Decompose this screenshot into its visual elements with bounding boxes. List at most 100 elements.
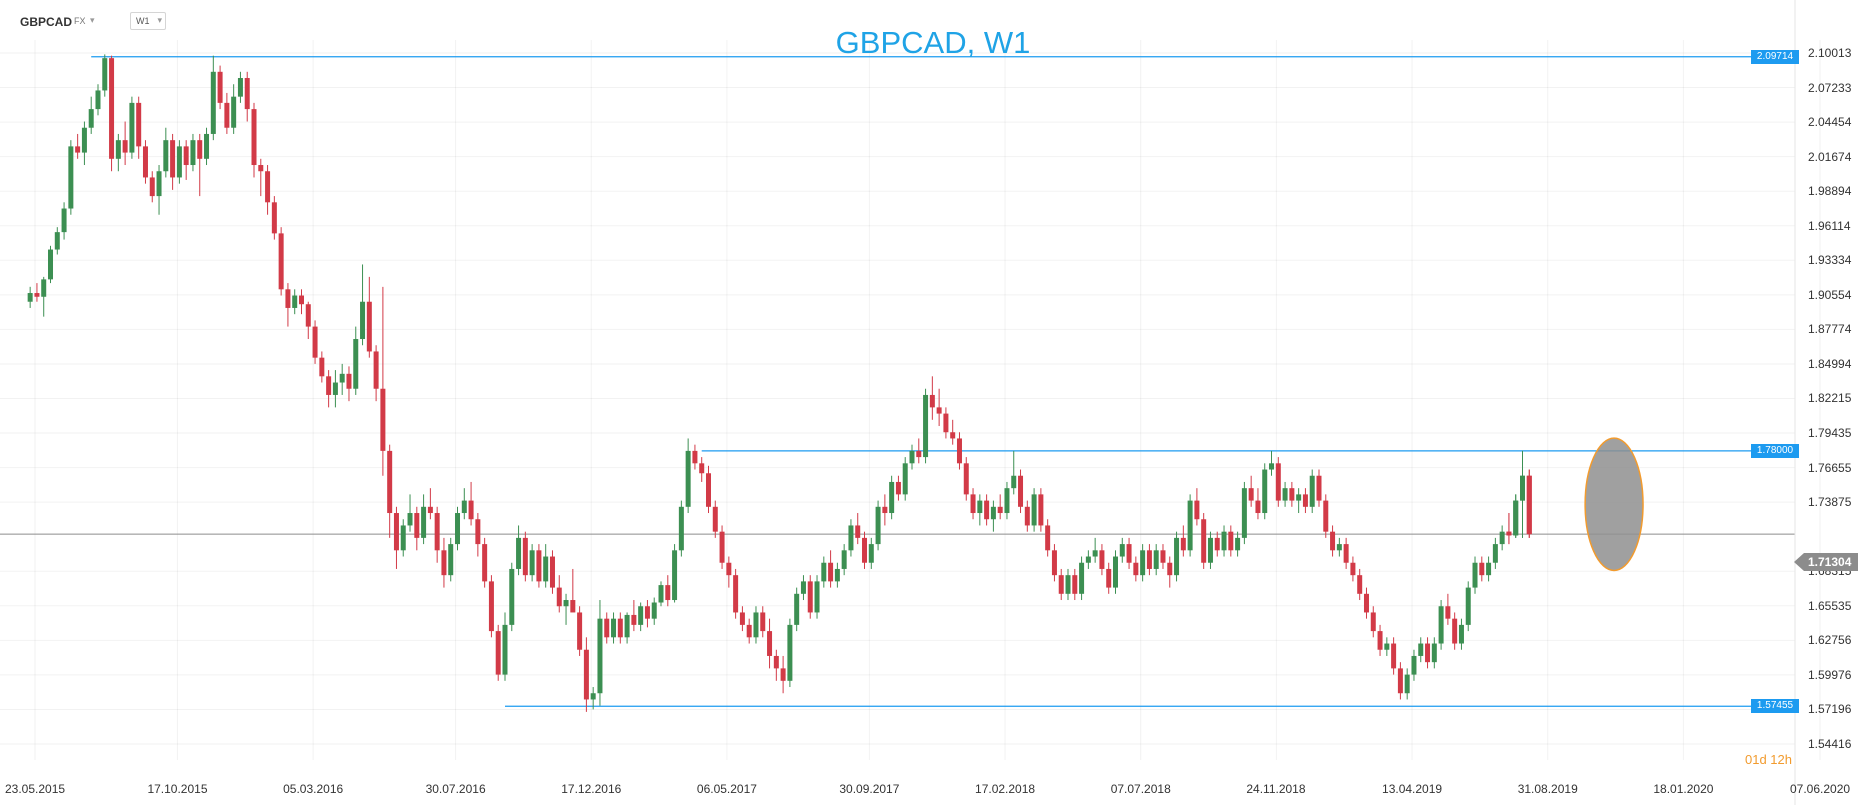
candle — [448, 537, 454, 582]
candle-body — [624, 614, 630, 638]
candle — [631, 600, 637, 632]
candle — [529, 544, 535, 582]
candle-body — [75, 146, 81, 153]
candle-body — [705, 473, 711, 507]
candle-body — [1465, 587, 1471, 625]
candle-body — [882, 506, 888, 514]
candle — [739, 606, 745, 632]
candle — [828, 550, 834, 588]
candle-body — [1269, 463, 1275, 470]
level-tag: 1.78000 — [1751, 443, 1799, 458]
candle-body — [658, 585, 664, 603]
candle-body — [875, 506, 881, 545]
candle — [1343, 537, 1349, 569]
candle — [868, 537, 874, 569]
candle — [997, 494, 1003, 520]
candle — [176, 140, 182, 184]
candle — [1085, 550, 1091, 569]
date-tick-label: 24.11.2018 — [1246, 782, 1306, 796]
candle — [956, 432, 962, 470]
candle-body — [665, 585, 671, 601]
candle — [1174, 531, 1180, 582]
candle-body — [1214, 537, 1220, 551]
candle — [807, 575, 813, 619]
candle — [658, 581, 664, 607]
candle-body — [1221, 531, 1227, 551]
candle — [1119, 537, 1125, 563]
candle-body — [597, 618, 603, 694]
candle-body — [950, 432, 956, 439]
candle-body — [461, 500, 467, 514]
candle — [380, 286, 386, 476]
candle-body — [672, 550, 678, 601]
candle-body — [651, 602, 657, 619]
candle — [1187, 494, 1193, 557]
candle-body — [360, 301, 366, 340]
candle-body — [1119, 544, 1125, 557]
candle-body — [862, 537, 868, 563]
chevron-down-icon[interactable]: ▾ — [90, 15, 95, 25]
candle — [231, 84, 237, 134]
price-tick-label: 1.76655 — [1808, 460, 1852, 475]
candle-body — [1431, 643, 1437, 663]
candle — [183, 140, 189, 180]
candle — [1011, 450, 1017, 495]
candle — [360, 264, 366, 346]
candle — [841, 544, 847, 576]
candle — [1275, 457, 1281, 507]
candle — [1018, 469, 1024, 514]
date-tick-label: 17.02.2018 — [975, 782, 1036, 796]
candle — [292, 289, 298, 315]
candle — [889, 475, 895, 520]
candle-body — [509, 568, 515, 625]
candle — [834, 562, 840, 588]
price-tick-label: 2.07233 — [1808, 80, 1852, 95]
candle — [1248, 475, 1254, 507]
candle-body — [258, 165, 264, 172]
candle-body — [902, 463, 908, 495]
candle — [577, 606, 583, 656]
candle — [1316, 469, 1322, 507]
candle-body — [1065, 575, 1071, 594]
candle-body — [1275, 463, 1281, 501]
candle — [1255, 488, 1261, 520]
candle-body — [1255, 500, 1261, 514]
candle — [1214, 531, 1220, 557]
timeframe-select[interactable]: W1 ▾ — [130, 12, 166, 30]
chart-toolbar: GBPCAD FX ▾ W1 ▾ — [0, 0, 700, 40]
candle-body — [1282, 488, 1288, 501]
timeframe-value: W1 — [136, 16, 150, 26]
candle-body — [1187, 500, 1193, 551]
candle — [427, 488, 433, 520]
candle-body — [570, 600, 576, 613]
price-tick-label: 1.96114 — [1808, 218, 1851, 233]
candle-body — [1207, 537, 1213, 563]
candle-body — [176, 146, 182, 178]
candle-body — [142, 146, 148, 178]
candle-body — [1167, 562, 1173, 576]
candle-body — [739, 612, 745, 625]
candle-body — [814, 581, 820, 613]
candle-body — [441, 550, 447, 576]
candle-body — [1038, 494, 1044, 526]
candle-body — [1472, 562, 1478, 588]
candle-body — [590, 693, 596, 700]
candle — [48, 245, 54, 284]
candle — [943, 407, 949, 439]
candle-body — [780, 668, 786, 681]
price-tick-label: 1.84994 — [1808, 356, 1852, 371]
candle — [556, 575, 562, 613]
candle-body — [516, 537, 522, 569]
candle-body — [1235, 537, 1241, 551]
candle — [468, 481, 474, 526]
candle-body — [271, 202, 277, 234]
symbol-name[interactable]: GBPCAD — [20, 15, 73, 29]
date-tick-label: 07.07.2018 — [1110, 782, 1171, 796]
candle — [1458, 618, 1464, 650]
candle — [237, 71, 243, 103]
candle-body — [1357, 575, 1363, 594]
candle-body — [1092, 550, 1098, 557]
candle-body — [1262, 469, 1268, 514]
candle-body — [414, 513, 420, 538]
